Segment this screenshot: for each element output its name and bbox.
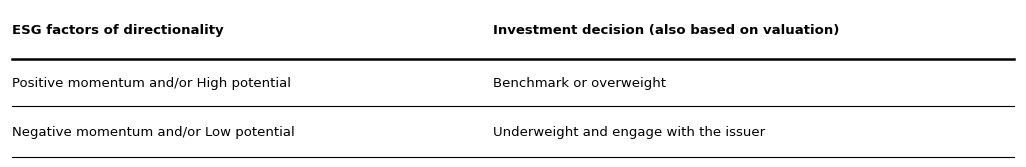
Text: Positive momentum and/or High potential: Positive momentum and/or High potential [11, 77, 290, 90]
Text: Negative momentum and/or Low potential: Negative momentum and/or Low potential [11, 126, 294, 139]
Text: Investment decision (also based on valuation): Investment decision (also based on valua… [492, 24, 839, 37]
Text: Benchmark or overweight: Benchmark or overweight [492, 77, 666, 90]
Text: Underweight and engage with the issuer: Underweight and engage with the issuer [492, 126, 764, 139]
Text: ESG factors of directionality: ESG factors of directionality [11, 24, 224, 37]
